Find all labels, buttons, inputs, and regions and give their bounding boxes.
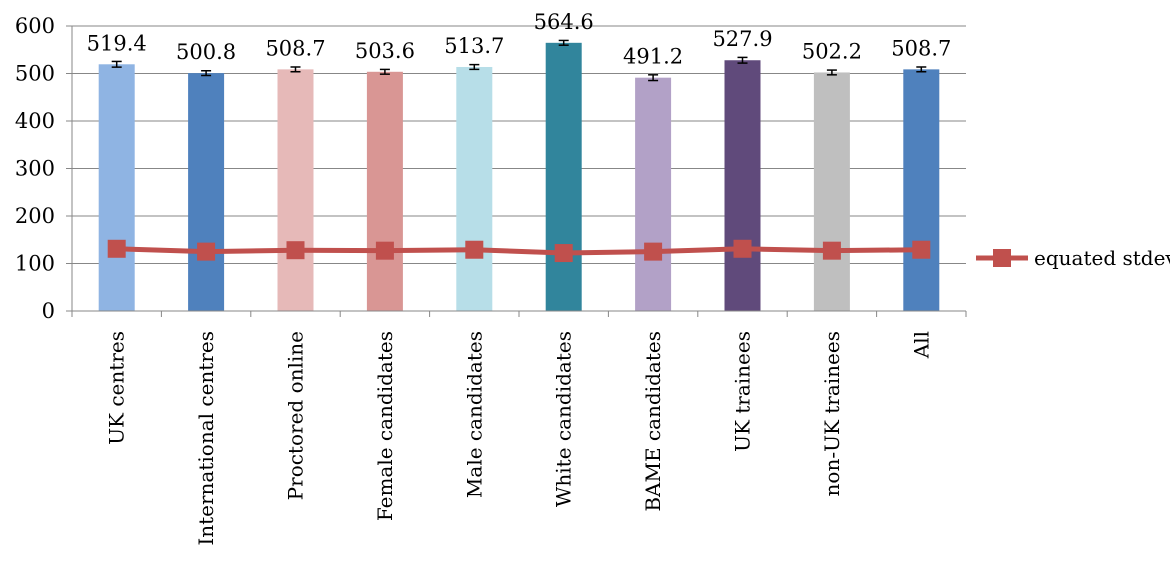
- bar-data-label: 500.8: [176, 40, 236, 64]
- bar-data-label: 527.9: [712, 27, 772, 51]
- bar: [903, 69, 940, 312]
- bar-data-label: 508.7: [265, 36, 325, 60]
- bar-data-label: 508.7: [891, 36, 951, 60]
- bar: [277, 69, 314, 312]
- x-category-label: White candidates: [552, 331, 576, 507]
- bar-data-label: 503.6: [355, 39, 415, 63]
- bar-data-label: 502.2: [802, 39, 862, 63]
- legend-marker-icon: [993, 249, 1011, 267]
- bar-data-label: 513.7: [444, 34, 504, 58]
- y-tick-label: 100: [15, 252, 55, 276]
- line-marker: [554, 244, 573, 263]
- line-marker: [375, 241, 394, 260]
- bar: [366, 71, 403, 311]
- legend: equated stdev: [976, 246, 1170, 270]
- line-marker: [822, 241, 841, 260]
- bar: [724, 60, 761, 312]
- line-marker: [644, 242, 663, 261]
- equated-stdev-series: [107, 239, 931, 263]
- y-tick-label: 500: [15, 62, 55, 86]
- bars: [98, 42, 940, 312]
- x-category-label: Male candidates: [462, 331, 486, 498]
- line-marker: [465, 240, 484, 259]
- line-marker: [912, 240, 931, 259]
- x-category-label: BAME candidates: [641, 331, 665, 512]
- y-tick-label: 0: [42, 299, 55, 323]
- y-tick-label: 400: [15, 109, 55, 133]
- x-category-label: UK trainees: [731, 331, 755, 452]
- bar: [98, 64, 135, 311]
- axes: [66, 25, 967, 317]
- bar-data-label: 564.6: [534, 10, 594, 34]
- x-category-label: All: [909, 331, 933, 359]
- bar-data-label: 491.2: [623, 45, 683, 69]
- x-category-label: non-UK trainees: [820, 331, 844, 496]
- y-tick-label: 300: [15, 157, 55, 181]
- bar: [635, 77, 672, 312]
- bar: [456, 66, 493, 312]
- legend-label: equated stdev: [1034, 246, 1170, 270]
- y-tick-label: 200: [15, 204, 55, 228]
- line-marker: [733, 239, 752, 258]
- bar: [188, 73, 225, 312]
- bar: [813, 72, 850, 311]
- y-tick-label: 600: [15, 14, 55, 38]
- x-category-label: Female candidates: [373, 331, 397, 521]
- line-marker: [107, 239, 126, 258]
- bar: [545, 42, 582, 311]
- line-marker: [197, 242, 216, 261]
- x-axis-category-labels: UK centres International centres Proctored…: [105, 331, 934, 546]
- x-category-label: Proctored online: [284, 331, 308, 500]
- bar-data-label: 519.4: [87, 31, 147, 55]
- bar-data-labels: 519.4 500.8 508.7 503.6 513.7 564.6 491.2 527.9…: [87, 10, 952, 69]
- x-category-label: International centres: [194, 331, 218, 546]
- line-path: [116, 246, 922, 256]
- y-axis-tick-labels: 0 100 200 300 400 500 600: [15, 14, 55, 323]
- line-marker: [286, 241, 305, 260]
- x-category-label: UK centres: [105, 331, 129, 445]
- error-bars: [111, 39, 927, 82]
